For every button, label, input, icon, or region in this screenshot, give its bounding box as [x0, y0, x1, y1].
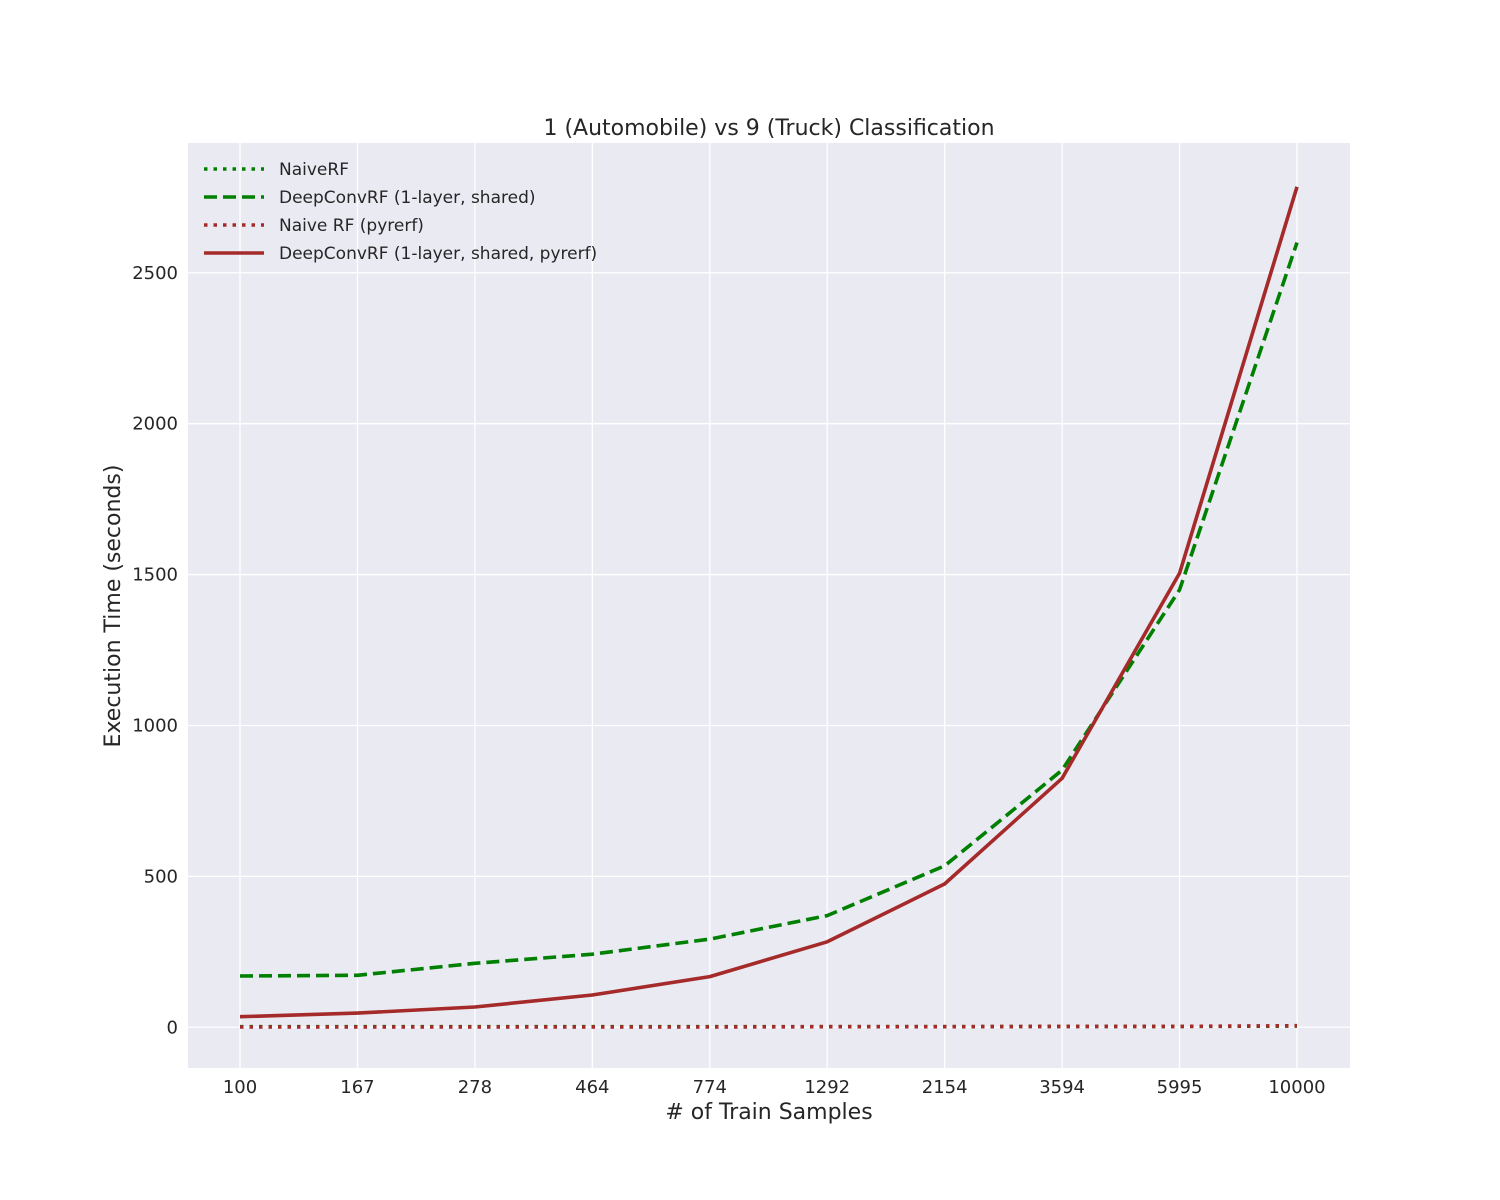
- x-tick-label: 10000: [1268, 1077, 1325, 1098]
- chart-title: 1 (Automobile) vs 9 (Truck) Classificati…: [543, 116, 994, 141]
- x-tick-label: 774: [693, 1077, 727, 1098]
- x-tick-labels: 100 167 278 464 774 1292 2154 3594 5995 10000: [223, 1077, 1326, 1098]
- legend-label: DeepConvRF (1-layer, shared, pyrerf): [279, 244, 597, 264]
- x-tick-label: 3594: [1039, 1077, 1085, 1098]
- grid: [188, 143, 1350, 1068]
- legend-label: DeepConvRF (1-layer, shared): [279, 188, 536, 208]
- y-tick-label: 500: [144, 866, 178, 887]
- x-axis-label: # of Train Samples: [665, 1100, 872, 1125]
- x-tick-label: 1292: [804, 1077, 850, 1098]
- series-layer: [239, 186, 1299, 1029]
- y-tick-label: 1000: [132, 715, 178, 736]
- x-tick-label: 278: [458, 1077, 492, 1098]
- x-tick-label: 464: [575, 1077, 609, 1098]
- legend: NaiveRF DeepConvRF (1-layer, shared) Naive…: [204, 160, 597, 264]
- y-tick-labels: 0 500 1000 1500 2000 2500: [132, 263, 178, 1038]
- legend-label: NaiveRF: [279, 160, 349, 180]
- y-tick-label: 0: [167, 1017, 178, 1038]
- series-line-4: [239, 186, 1299, 1019]
- y-axis-label: Execution Time (seconds): [101, 465, 126, 748]
- y-tick-label: 2000: [132, 414, 178, 435]
- x-tick-label: 100: [223, 1077, 257, 1098]
- plot-area: [188, 143, 1350, 1068]
- y-tick-label: 1500: [132, 565, 178, 586]
- y-tick-label: 2500: [132, 263, 178, 284]
- x-tick-label: 167: [340, 1077, 374, 1098]
- x-tick-label: 2154: [922, 1077, 968, 1098]
- series-line-2: [239, 242, 1299, 978]
- legend-label: Naive RF (pyrerf): [279, 216, 424, 236]
- x-tick-label: 5995: [1157, 1077, 1203, 1098]
